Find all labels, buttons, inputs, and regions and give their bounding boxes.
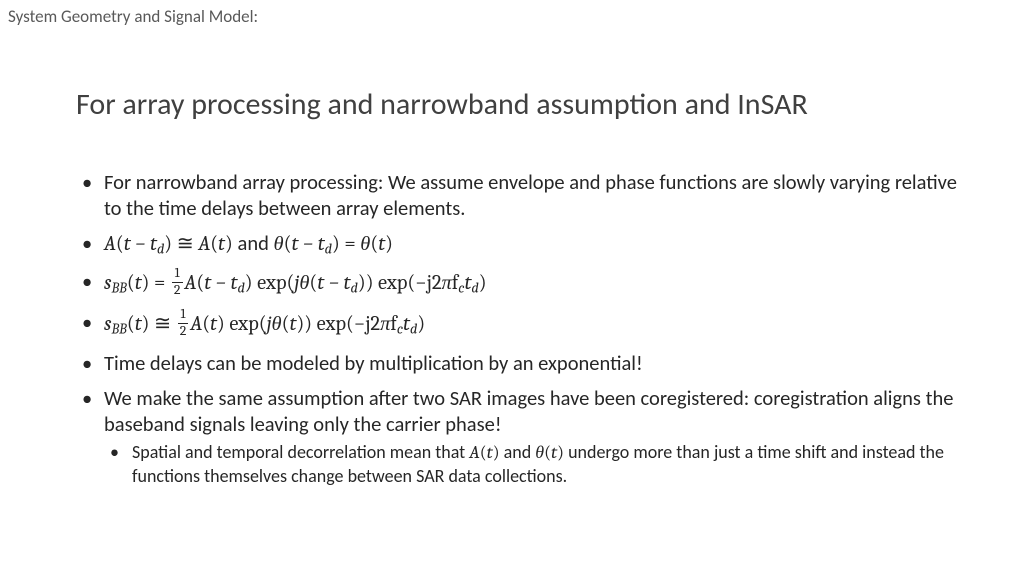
bullet-item-4: sBB(t) ≅ 12A(t) exp(jθ(t)) exp(−j2πfctd) [76,310,974,341]
slide: System Geometry and Signal Model: For ar… [0,0,1024,576]
sub-bullet-list: Spatial and temporal decorrelation mean … [104,441,974,487]
bullet-item-5: Time delays can be modeled by multiplica… [76,351,974,377]
math-expr-sbb1: sBB(t) = 12A(t − td) exp(jθ(t − td)) exp… [104,272,487,295]
sub-bullet-item: Spatial and temporal decorrelation mean … [104,441,974,487]
bullet-list: For narrowband array processing: We assu… [76,170,974,487]
slide-content: For narrowband array processing: We assu… [76,170,974,497]
sub-bullet-text-a: Spatial and temporal decorrelation mean … [132,441,469,463]
math-inline-A: A(t) [469,442,499,463]
bullet-text: Time delays can be modeled by multiplica… [104,350,643,376]
math-inline-theta: θ(t) [535,442,564,463]
sub-bullet-text-b: and [500,441,536,463]
bullet-item-3: sBB(t) = 12A(t − td) exp(jθ(t − td)) exp… [76,269,974,300]
math-expr-approx: A(t − td) ≅ A(t) [104,233,233,256]
text-and: and [238,230,274,256]
bullet-text: For narrowband array processing: We assu… [104,169,957,221]
slide-title: For array processing and narrowband assu… [76,86,808,123]
bullet-item-2: A(t − td) ≅ A(t) and θ(t − td) = θ(t) [76,231,974,259]
slide-header: System Geometry and Signal Model: [8,6,258,27]
math-expr-theta: θ(t − td) = θ(t) [274,233,394,256]
math-expr-sbb2: sBB(t) ≅ 12A(t) exp(jθ(t)) exp(−j2πfctd) [104,313,425,336]
bullet-item-6: We make the same assumption after two SA… [76,386,974,487]
bullet-text: We make the same assumption after two SA… [104,385,953,437]
bullet-item-1: For narrowband array processing: We assu… [76,170,974,221]
